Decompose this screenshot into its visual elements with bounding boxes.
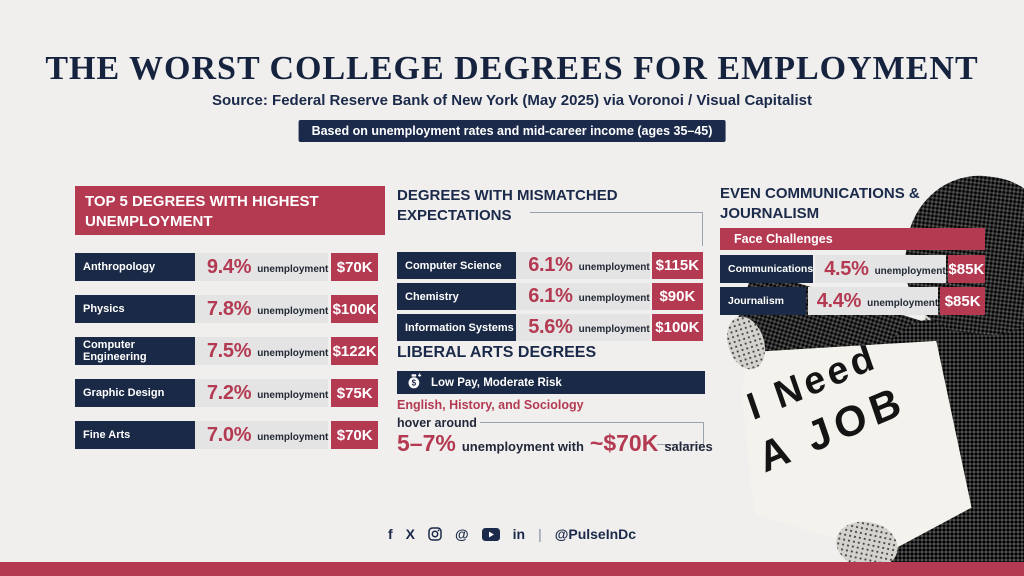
- degree-label: Fine Arts: [75, 421, 195, 449]
- methodology-badge: Based on unemployment rates and mid-care…: [298, 120, 726, 142]
- unit-label: unemployment: [578, 293, 650, 304]
- liberal-arts-stat-line: 5–7% unemployment with ~$70K salaries: [397, 430, 713, 457]
- table-row-chemistry: Chemistry 6.1% unemployment $90K: [397, 283, 703, 310]
- connector-line: [530, 212, 703, 246]
- income-badge: $122K: [331, 337, 378, 365]
- unemployment-rate: 7.5%: [206, 339, 252, 362]
- table-row-information-systems: Information Systems 5.6% unemployment $1…: [397, 314, 703, 341]
- unemployment-rate: 6.1%: [528, 285, 573, 307]
- unit-label: unemployment: [257, 263, 329, 275]
- income-badge: $90K: [651, 283, 703, 310]
- rate-cell: 7.0% unemployment: [194, 421, 329, 449]
- page-title: THE WORST COLLEGE DEGREES FOR EMPLOYMENT: [45, 50, 979, 87]
- liberal-arts-risk-bar: $ Low Pay, Moderate Risk: [397, 371, 705, 394]
- connector-line: [480, 422, 704, 446]
- facebook-icon[interactable]: f: [387, 526, 393, 542]
- degree-label: Communications: [720, 255, 814, 283]
- social-footer: f X @ in | @PulseInDc: [0, 526, 1024, 542]
- unemployment-rate: 4.5%: [824, 257, 869, 280]
- sign-text: I Need A JOB: [743, 332, 912, 478]
- table-row-computer-engineering: Computer Engineering 7.5% unemployment $…: [75, 337, 378, 365]
- svg-text:$: $: [412, 379, 417, 388]
- unit-label: unemployment: [578, 324, 650, 335]
- table-row-graphic-design: Graphic Design 7.2% unemployment $75K: [75, 379, 378, 407]
- unemployment-rate: 9.4%: [206, 255, 252, 278]
- job-seeker-photo: I Need A JOB: [718, 170, 1024, 562]
- income-badge: $100K: [651, 314, 703, 341]
- liberal-arts-lead: hover around: [397, 416, 477, 430]
- unit-label: unemployment: [257, 347, 329, 359]
- rate-cell: 9.4% unemployment: [194, 253, 329, 281]
- rate-cell: 7.8% unemployment: [194, 295, 329, 323]
- table-row-computer-science: Computer Science 6.1% unemployment $115K: [397, 252, 703, 279]
- unemployment-rate: 6.1%: [528, 254, 573, 276]
- table-row-communications: Communications 4.5% unemployment $85K: [720, 255, 985, 283]
- unemployment-rate: 7.8%: [206, 297, 252, 320]
- degree-label: Information Systems: [397, 314, 517, 341]
- degree-label: Computer Science: [397, 252, 517, 279]
- unemployment-range: 5–7%: [397, 430, 456, 456]
- stat-text: salaries: [664, 439, 713, 454]
- left-panel-header: TOP 5 DEGREES WITH HIGHEST UNEMPLOYMENT: [75, 186, 385, 235]
- unit-label: unemployment: [867, 297, 939, 309]
- unit-label: unemployment: [257, 431, 329, 443]
- face-challenges-badge: Face Challenges: [720, 228, 985, 250]
- degree-label: Journalism: [720, 287, 806, 315]
- income-badge: $85K: [940, 287, 985, 315]
- unemployment-rate: 4.4%: [816, 289, 862, 312]
- youtube-icon[interactable]: [481, 527, 500, 541]
- source-line: Source: Federal Reserve Bank of New York…: [212, 92, 812, 109]
- degree-label: Graphic Design: [75, 379, 195, 407]
- unit-label: unemployment: [874, 265, 946, 277]
- stat-text: unemployment with: [461, 439, 584, 454]
- degree-label: Physics: [75, 295, 195, 323]
- x-icon[interactable]: X: [405, 526, 415, 542]
- unemployment-rate: 7.2%: [206, 381, 252, 404]
- liberal-arts-header: LIBERAL ARTS DEGREES: [397, 344, 597, 361]
- rate-cell: 6.1% unemployment: [516, 283, 650, 310]
- unemployment-rate: 5.6%: [528, 316, 573, 338]
- risk-badge-label: Low Pay, Moderate Risk: [431, 376, 562, 389]
- unit-label: unemployment: [257, 389, 329, 401]
- connector-line: [657, 444, 703, 445]
- social-handle[interactable]: @PulseInDc: [554, 526, 637, 542]
- bottom-accent-bar: [0, 562, 1024, 576]
- middle-panel-header: DEGREES WITH MISMATCHED EXPECTATIONS: [397, 187, 618, 225]
- degree-label: Chemistry: [397, 283, 517, 310]
- liberal-arts-fields: English, History, and Sociology: [397, 398, 584, 412]
- money-bag-icon: $: [407, 373, 422, 392]
- salary-value: ~$70K: [589, 430, 659, 456]
- instagram-icon[interactable]: [428, 527, 442, 541]
- rate-cell: 6.1% unemployment: [516, 252, 650, 279]
- income-badge: $85K: [947, 255, 985, 283]
- unemployment-rate: 7.0%: [206, 423, 252, 446]
- rate-cell: 4.5% unemployment: [815, 255, 946, 283]
- footer-divider: |: [538, 526, 542, 542]
- unit-label: unemployment: [578, 262, 650, 273]
- threads-icon[interactable]: @: [454, 526, 469, 542]
- degree-label: Computer Engineering: [75, 337, 195, 365]
- degree-label: Anthropology: [75, 253, 195, 281]
- table-row-anthropology: Anthropology 9.4% unemployment $70K: [75, 253, 378, 281]
- income-badge: $75K: [331, 379, 378, 407]
- rate-cell: 7.5% unemployment: [194, 337, 329, 365]
- income-badge: $70K: [331, 253, 378, 281]
- table-row-fine-arts: Fine Arts 7.0% unemployment $70K: [75, 421, 378, 449]
- right-panel-header: EVEN COMMUNICATIONS & JOURNALISM: [720, 185, 920, 223]
- income-badge: $70K: [331, 421, 378, 449]
- rate-cell: 4.4% unemployment: [807, 287, 939, 315]
- rate-cell: 7.2% unemployment: [194, 379, 329, 407]
- rate-cell: 5.6% unemployment: [516, 314, 650, 341]
- income-badge: $115K: [651, 252, 703, 279]
- table-row-physics: Physics 7.8% unemployment $100K: [75, 295, 378, 323]
- unit-label: unemployment: [257, 305, 329, 317]
- linkedin-icon[interactable]: in: [512, 526, 526, 542]
- income-badge: $100K: [331, 295, 378, 323]
- table-row-journalism: Journalism 4.4% unemployment $85K: [720, 287, 985, 315]
